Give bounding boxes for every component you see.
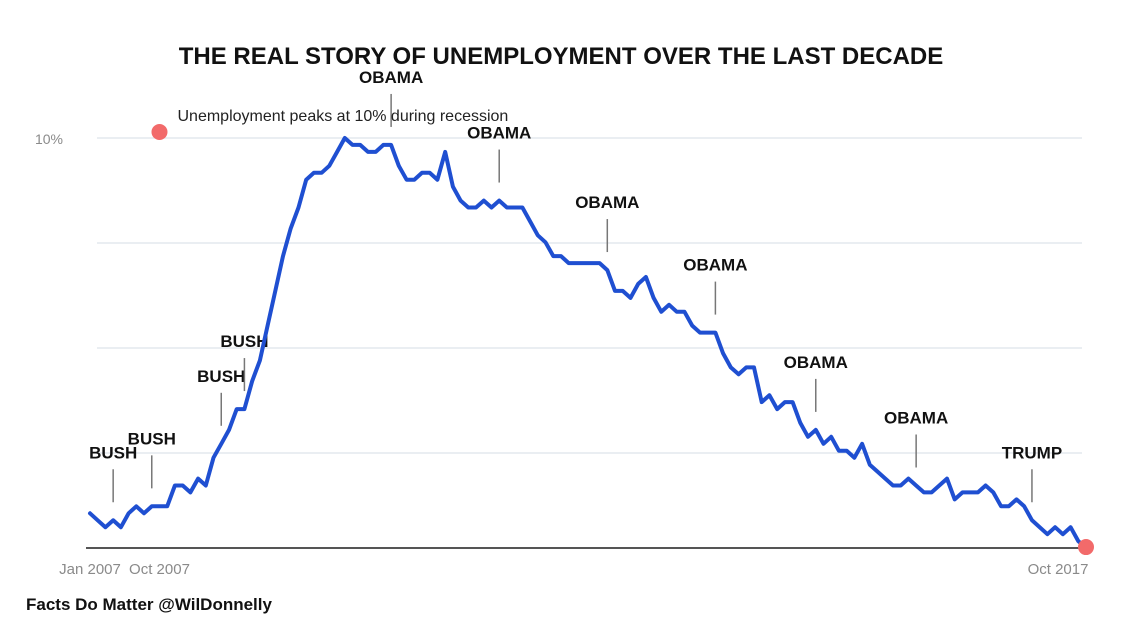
x-tick-label-2: Oct 2007 [129,561,190,578]
president-label-7: OBAMA [575,193,639,212]
president-label-10: OBAMA [884,409,948,428]
credit-text: Facts Do Matter @WilDonnelly [26,595,272,614]
x-tick-label-1: Jan 2007 [59,561,121,578]
president-label-9: OBAMA [784,353,848,372]
x-tick-label-3: Oct 2017 [1028,561,1089,578]
president-label-2: BUSH [128,429,176,448]
president-label-8: OBAMA [683,256,747,275]
president-label-1: BUSH [89,443,137,462]
peak-marker [151,124,168,140]
chart-title: THE REAL STORY OF UNEMPLOYMENT OVER THE … [179,43,944,70]
end-marker [1078,539,1094,556]
x-tick-labels: Jan 2007 Oct 2007 Oct 2017 [59,561,1088,578]
president-label-6: OBAMA [467,124,531,143]
president-label-3: BUSH [197,367,245,386]
president-label-4: BUSH [220,332,268,351]
president-label-11: TRUMP [1002,443,1062,462]
president-labels: BUSHBUSHBUSHBUSHOBAMAOBAMAOBAMAOBAMAOBAM… [89,68,1062,503]
peak-annotation: Unemployment peaks at 10% during recessi… [177,108,508,125]
y-tick-label-10: 10% [35,131,63,147]
president-label-5: OBAMA [359,68,423,87]
unemployment-series-line [88,136,1088,550]
